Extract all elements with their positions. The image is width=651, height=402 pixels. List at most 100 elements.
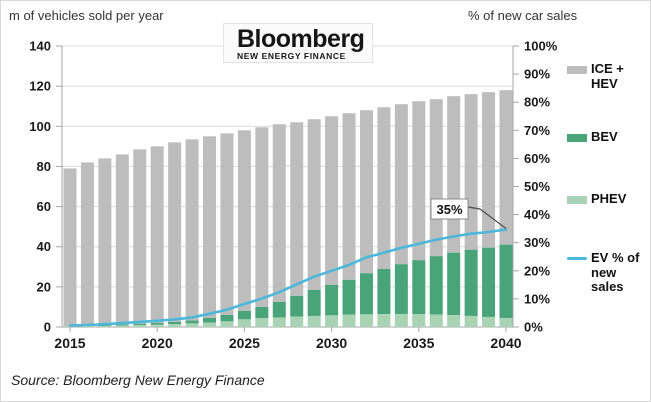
left-tick-label: 140 xyxy=(29,39,51,54)
ice-hev-bar xyxy=(237,130,251,311)
x-tick-label: 2020 xyxy=(142,335,173,351)
phev-bar xyxy=(342,314,356,327)
ice-hev-bar xyxy=(168,142,182,322)
bev-bar xyxy=(429,256,443,315)
phev-bar xyxy=(290,316,304,327)
phev-bar xyxy=(80,326,94,327)
logo-brand-text: Bloomberg xyxy=(237,25,365,53)
ev-share-line xyxy=(68,228,508,327)
legend-label: PHEV xyxy=(591,191,627,206)
ev-line-swatch-icon xyxy=(567,257,587,260)
phev-bar xyxy=(325,315,339,327)
ice-hev-bar xyxy=(98,158,112,326)
bev-bar xyxy=(272,301,286,318)
legend-label: EV % of xyxy=(591,250,640,265)
ice-hev-bar xyxy=(220,133,234,315)
bloomberg-logo: Bloomberg NEW ENERGY FINANCE xyxy=(223,23,373,63)
bev-bar xyxy=(307,289,321,316)
legend-item-ev-share: EV % of new sales xyxy=(567,250,640,295)
ice-hev-bar xyxy=(272,124,286,302)
x-tick-label: 2025 xyxy=(229,335,260,351)
bev-bar xyxy=(98,325,112,326)
bev-bar xyxy=(237,310,251,320)
legend-label: sales xyxy=(591,279,624,294)
phev-bar xyxy=(115,325,129,327)
source-note: Source: Bloomberg New Energy Finance xyxy=(11,372,265,388)
bev-bar xyxy=(499,244,513,318)
ice-hev-bar xyxy=(499,90,513,245)
bev-bar xyxy=(115,324,129,326)
left-axis-title: m of vehicles sold per year xyxy=(9,8,164,23)
x-tick-label: 2030 xyxy=(316,335,347,351)
right-tick-label: 20% xyxy=(524,263,550,278)
phev-bar xyxy=(185,323,199,327)
phev-bar xyxy=(237,319,251,327)
legend-label: ICE + xyxy=(591,61,624,76)
bev-bar xyxy=(447,252,461,316)
phev-bar xyxy=(255,318,269,327)
ice-hev-swatch-icon xyxy=(567,66,587,74)
ice-hev-bar xyxy=(325,116,339,285)
bev-bar xyxy=(482,247,496,317)
right-tick-label: 30% xyxy=(524,235,550,250)
bev-bar xyxy=(185,320,199,324)
phev-bar xyxy=(133,325,147,327)
phev-bar xyxy=(499,317,513,327)
bev-bar xyxy=(325,284,339,316)
legend-label: HEV xyxy=(591,75,618,91)
x-tick-label: 2035 xyxy=(403,335,434,351)
right-tick-label: 80% xyxy=(524,95,550,110)
right-tick-label: 90% xyxy=(524,67,550,82)
phev-bar xyxy=(307,315,321,327)
ice-hev-bar xyxy=(464,94,478,250)
phev-swatch-icon xyxy=(567,196,587,204)
phev-bar xyxy=(429,314,443,327)
bev-bar xyxy=(290,295,304,317)
right-tick-label: 40% xyxy=(524,207,550,222)
logo-subtitle-text: NEW ENERGY FINANCE xyxy=(237,51,346,61)
left-tick-label: 60 xyxy=(37,199,51,214)
left-tick-label: 20 xyxy=(37,279,51,294)
right-tick-label: 0% xyxy=(524,320,543,335)
phev-bar xyxy=(168,324,182,327)
ice-hev-bar xyxy=(342,113,356,280)
ice-hev-bar xyxy=(133,149,147,324)
ice-hev-bar xyxy=(185,139,199,321)
bev-bar xyxy=(203,317,217,323)
phev-bar xyxy=(150,324,164,327)
legend-item-ice-hev: ICE + HEV xyxy=(567,61,624,91)
left-tick-label: 100 xyxy=(29,119,51,134)
x-tick-label: 2015 xyxy=(54,335,85,351)
ice-hev-bar xyxy=(63,168,77,327)
left-tick-label: 80 xyxy=(37,159,51,174)
phev-bar xyxy=(203,322,217,327)
bev-bar xyxy=(359,273,373,315)
bev-bar xyxy=(464,249,478,316)
phev-bar xyxy=(98,325,112,327)
legend-item-bev: BEV xyxy=(567,129,618,145)
ice-hev-bar xyxy=(80,162,94,326)
right-tick-label: 10% xyxy=(524,291,550,306)
bev-bar xyxy=(133,323,147,326)
phev-bar xyxy=(447,315,461,327)
phev-bar xyxy=(272,317,286,327)
phev-bar xyxy=(220,321,234,327)
ice-hev-bar xyxy=(255,127,269,307)
ice-hev-bar xyxy=(377,107,391,269)
right-tick-label: 70% xyxy=(524,123,550,138)
ice-hev-bar xyxy=(359,110,373,274)
right-tick-label: 100% xyxy=(524,39,558,54)
annotation-box xyxy=(430,198,469,220)
bev-bar xyxy=(412,260,426,315)
ice-hev-bar xyxy=(203,136,217,318)
legend-item-phev: PHEV xyxy=(567,191,627,207)
ice-hev-bar xyxy=(150,146,164,323)
legend-label: new xyxy=(591,264,617,280)
chart-canvas: 140 120 100 80 60 40 20 0 100% 90% 80% 70% 60% 50% 40%… xyxy=(29,39,558,352)
bev-bar xyxy=(255,306,269,319)
phev-bar xyxy=(359,314,373,327)
bev-bar xyxy=(342,279,356,315)
bev-bar xyxy=(394,264,408,314)
bev-bar xyxy=(220,314,234,322)
